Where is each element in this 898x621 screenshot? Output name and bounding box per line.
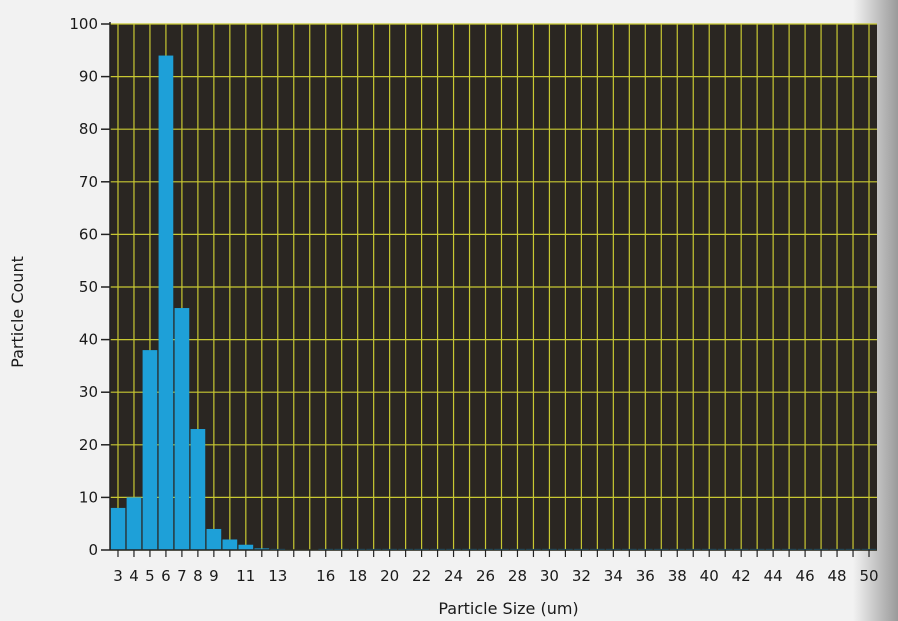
x-tick-label: 9 — [209, 567, 219, 585]
x-tick-label: 38 — [668, 567, 687, 585]
x-tick-label: 13 — [268, 567, 287, 585]
bars — [110, 55, 877, 551]
x-tick-label: 7 — [177, 567, 187, 585]
y-tick-label: 90 — [79, 68, 98, 86]
x-tick-label: 36 — [636, 567, 655, 585]
x-tick-label: 11 — [236, 567, 255, 585]
bar — [222, 539, 238, 550]
x-tick-label: 18 — [348, 567, 367, 585]
x-tick-label: 44 — [764, 567, 783, 585]
bar — [190, 429, 206, 550]
y-tick-label: 80 — [79, 120, 98, 138]
x-tick-label: 46 — [796, 567, 815, 585]
y-tick-label: 0 — [88, 541, 98, 559]
x-tick-label: 8 — [193, 567, 203, 585]
y-tick-label: 10 — [79, 488, 98, 506]
bar — [254, 548, 270, 550]
axes — [101, 22, 877, 557]
y-tick-labels: 0 10 20 30 40 50 60 70 80 90 100 — [69, 15, 98, 559]
x-tick-label: 26 — [476, 567, 495, 585]
y-tick-label: 50 — [79, 278, 98, 296]
bar — [126, 497, 142, 550]
x-axis-label: Particle Size (um) — [438, 599, 578, 618]
x-tick-label: 30 — [540, 567, 559, 585]
y-tick-label: 20 — [79, 436, 98, 454]
x-tick-label: 34 — [604, 567, 623, 585]
x-tick-label: 28 — [508, 567, 527, 585]
x-tick-label: 24 — [444, 567, 463, 585]
y-tick-label: 70 — [79, 173, 98, 191]
x-tick-label: 32 — [572, 567, 591, 585]
y-tick-label: 100 — [69, 15, 98, 33]
x-tick-label: 16 — [316, 567, 335, 585]
y-tick-label: 40 — [79, 331, 98, 349]
bar — [206, 528, 222, 550]
x-tick-label: 50 — [859, 567, 878, 585]
bar — [238, 544, 254, 550]
bar — [110, 507, 126, 550]
grid-lines — [110, 23, 877, 551]
y-axis-label: Particle Count — [8, 256, 27, 368]
bar — [142, 350, 158, 550]
x-tick-label: 6 — [161, 567, 171, 585]
x-tick-label: 20 — [380, 567, 399, 585]
y-tick-label: 30 — [79, 383, 98, 401]
x-tick-label: 40 — [700, 567, 719, 585]
x-tick-label: 5 — [145, 567, 155, 585]
y-tick-label: 60 — [79, 225, 98, 243]
x-tick-labels: 3 4 5 6 7 8 9 11 13 16 18 20 22 24 26 28 30 32 34 36 38 40 42 4… — [113, 567, 878, 585]
x-tick-label: 48 — [828, 567, 847, 585]
x-tick-label: 4 — [129, 567, 139, 585]
bar — [158, 55, 174, 551]
x-tick-label: 22 — [412, 567, 431, 585]
x-tick-label: 42 — [732, 567, 751, 585]
bar — [174, 308, 190, 550]
x-tick-label: 3 — [113, 567, 123, 585]
